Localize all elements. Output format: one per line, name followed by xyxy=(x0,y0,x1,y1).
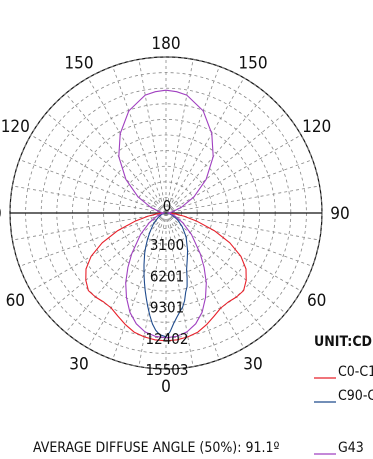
grid-spoke xyxy=(165,134,302,214)
angle-label: 150 xyxy=(238,53,267,73)
angle-label: 120 xyxy=(1,117,30,137)
grid-spoke xyxy=(165,212,267,333)
grid-spoke xyxy=(165,59,194,214)
legend-label-c0-c180: C0-C180 xyxy=(338,364,373,380)
ring-labels: 0 3100 6201 9301 12402 15503 xyxy=(146,197,189,379)
grid-spoke xyxy=(87,212,167,349)
grid-spoke xyxy=(165,159,313,214)
ring-label: 0 xyxy=(163,197,172,215)
grid-spoke xyxy=(165,212,313,267)
series-line-g43 xyxy=(118,89,214,339)
series-line-c90-c270 xyxy=(143,212,189,338)
grid-spoke xyxy=(30,212,167,292)
grid-spoke xyxy=(165,93,267,214)
grid-spoke xyxy=(138,212,167,367)
grid-spoke xyxy=(165,212,286,314)
grid-spoke xyxy=(165,212,194,367)
legend-label-c90-c270: C90-C270 xyxy=(338,388,373,404)
grid-spoke xyxy=(165,77,245,214)
grid-spoke xyxy=(12,212,167,241)
grid-spoke xyxy=(112,212,167,360)
angle-label: 120 xyxy=(302,117,331,137)
ring-label: 12402 xyxy=(146,330,189,348)
series-curves xyxy=(85,89,247,342)
grid-spoke xyxy=(87,77,167,214)
ring-label: 3100 xyxy=(150,236,184,254)
grid-spoke xyxy=(165,212,302,292)
series-line-c0-c180 xyxy=(85,212,247,342)
grid-spoke xyxy=(165,212,320,241)
grid-spoke xyxy=(165,112,286,214)
ring-label: 9301 xyxy=(150,299,184,317)
grid-spoke xyxy=(165,66,220,214)
angle-label: 150 xyxy=(64,53,93,73)
grid-spoke xyxy=(12,185,167,214)
angle-labels: 180 150 150 120 120 90 90 60 60 30 30 0 xyxy=(0,34,350,397)
polar-grid xyxy=(9,56,323,370)
ring-label: 15503 xyxy=(146,361,189,379)
grid-spoke xyxy=(112,66,167,214)
angle-label: 0 xyxy=(161,377,171,397)
grid-spoke xyxy=(30,134,167,214)
angle-label: 90 xyxy=(330,204,349,224)
grid-spoke xyxy=(19,159,167,214)
grid-spoke xyxy=(165,212,245,349)
angle-label: 30 xyxy=(69,355,88,375)
grid-spoke xyxy=(138,59,167,214)
unit-label: UNIT:CD xyxy=(314,334,372,350)
grid-spoke xyxy=(19,212,167,267)
legend-label-g43: G43 xyxy=(338,440,364,456)
angle-label: 30 xyxy=(243,355,262,375)
grid-spoke xyxy=(46,112,167,214)
grid-spoke xyxy=(165,212,220,360)
angle-label: 90 xyxy=(0,204,2,224)
angle-label: 180 xyxy=(151,34,180,54)
grid-spoke xyxy=(46,212,167,314)
ring-label: 6201 xyxy=(150,267,184,285)
grid-spoke xyxy=(65,93,167,214)
angle-label: 60 xyxy=(6,291,25,311)
angle-label: 60 xyxy=(307,291,326,311)
diffuse-angle-caption: AVERAGE DIFFUSE ANGLE (50%): 91.1º xyxy=(33,440,280,456)
grid-spoke xyxy=(165,185,320,214)
